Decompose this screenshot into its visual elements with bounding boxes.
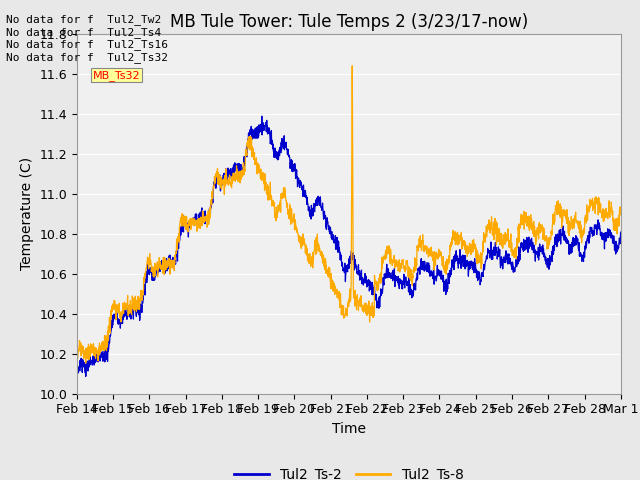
Tul2_Ts-8 [602,208,609,214]
Tul2_Ts-8 [82,360,90,366]
Tul2_Ts-2 [617,229,625,235]
Y-axis label: Temperature (C): Temperature (C) [20,157,34,270]
Tul2_Ts-2 [100,355,108,361]
Tul2_Ts-8 [502,231,509,237]
Tul2_Ts-8 [73,359,81,365]
Tul2_Ts-2 [258,113,266,119]
Tul2_Ts-8 [323,267,331,273]
Text: MB_Ts32: MB_Ts32 [93,70,140,81]
Tul2_Ts-8 [348,63,356,69]
Tul2_Ts-8 [101,346,109,352]
Tul2_Ts-8 [602,215,609,220]
Line: Tul2_Ts-2: Tul2_Ts-2 [77,116,621,383]
Tul2_Ts-2 [338,258,346,264]
Tul2_Ts-2 [323,215,331,221]
Tul2_Ts-2 [502,252,509,258]
Title: MB Tule Tower: Tule Temps 2 (3/23/17-now): MB Tule Tower: Tule Temps 2 (3/23/17-now… [170,12,528,31]
Tul2_Ts-8 [617,212,625,217]
Tul2_Ts-2 [73,380,81,386]
X-axis label: Time: Time [332,422,366,436]
Text: No data for f  Tul2_Tw2
No data for f  Tul2_Ts4
No data for f  Tul2_Ts16
No data: No data for f Tul2_Tw2 No data for f Tul… [6,14,168,63]
Tul2_Ts-8 [338,308,346,314]
Line: Tul2_Ts-8: Tul2_Ts-8 [77,66,621,363]
Tul2_Ts-2 [602,230,609,236]
Legend: Tul2_Ts-2, Tul2_Ts-8: Tul2_Ts-2, Tul2_Ts-8 [228,462,469,480]
Tul2_Ts-2 [601,235,609,240]
